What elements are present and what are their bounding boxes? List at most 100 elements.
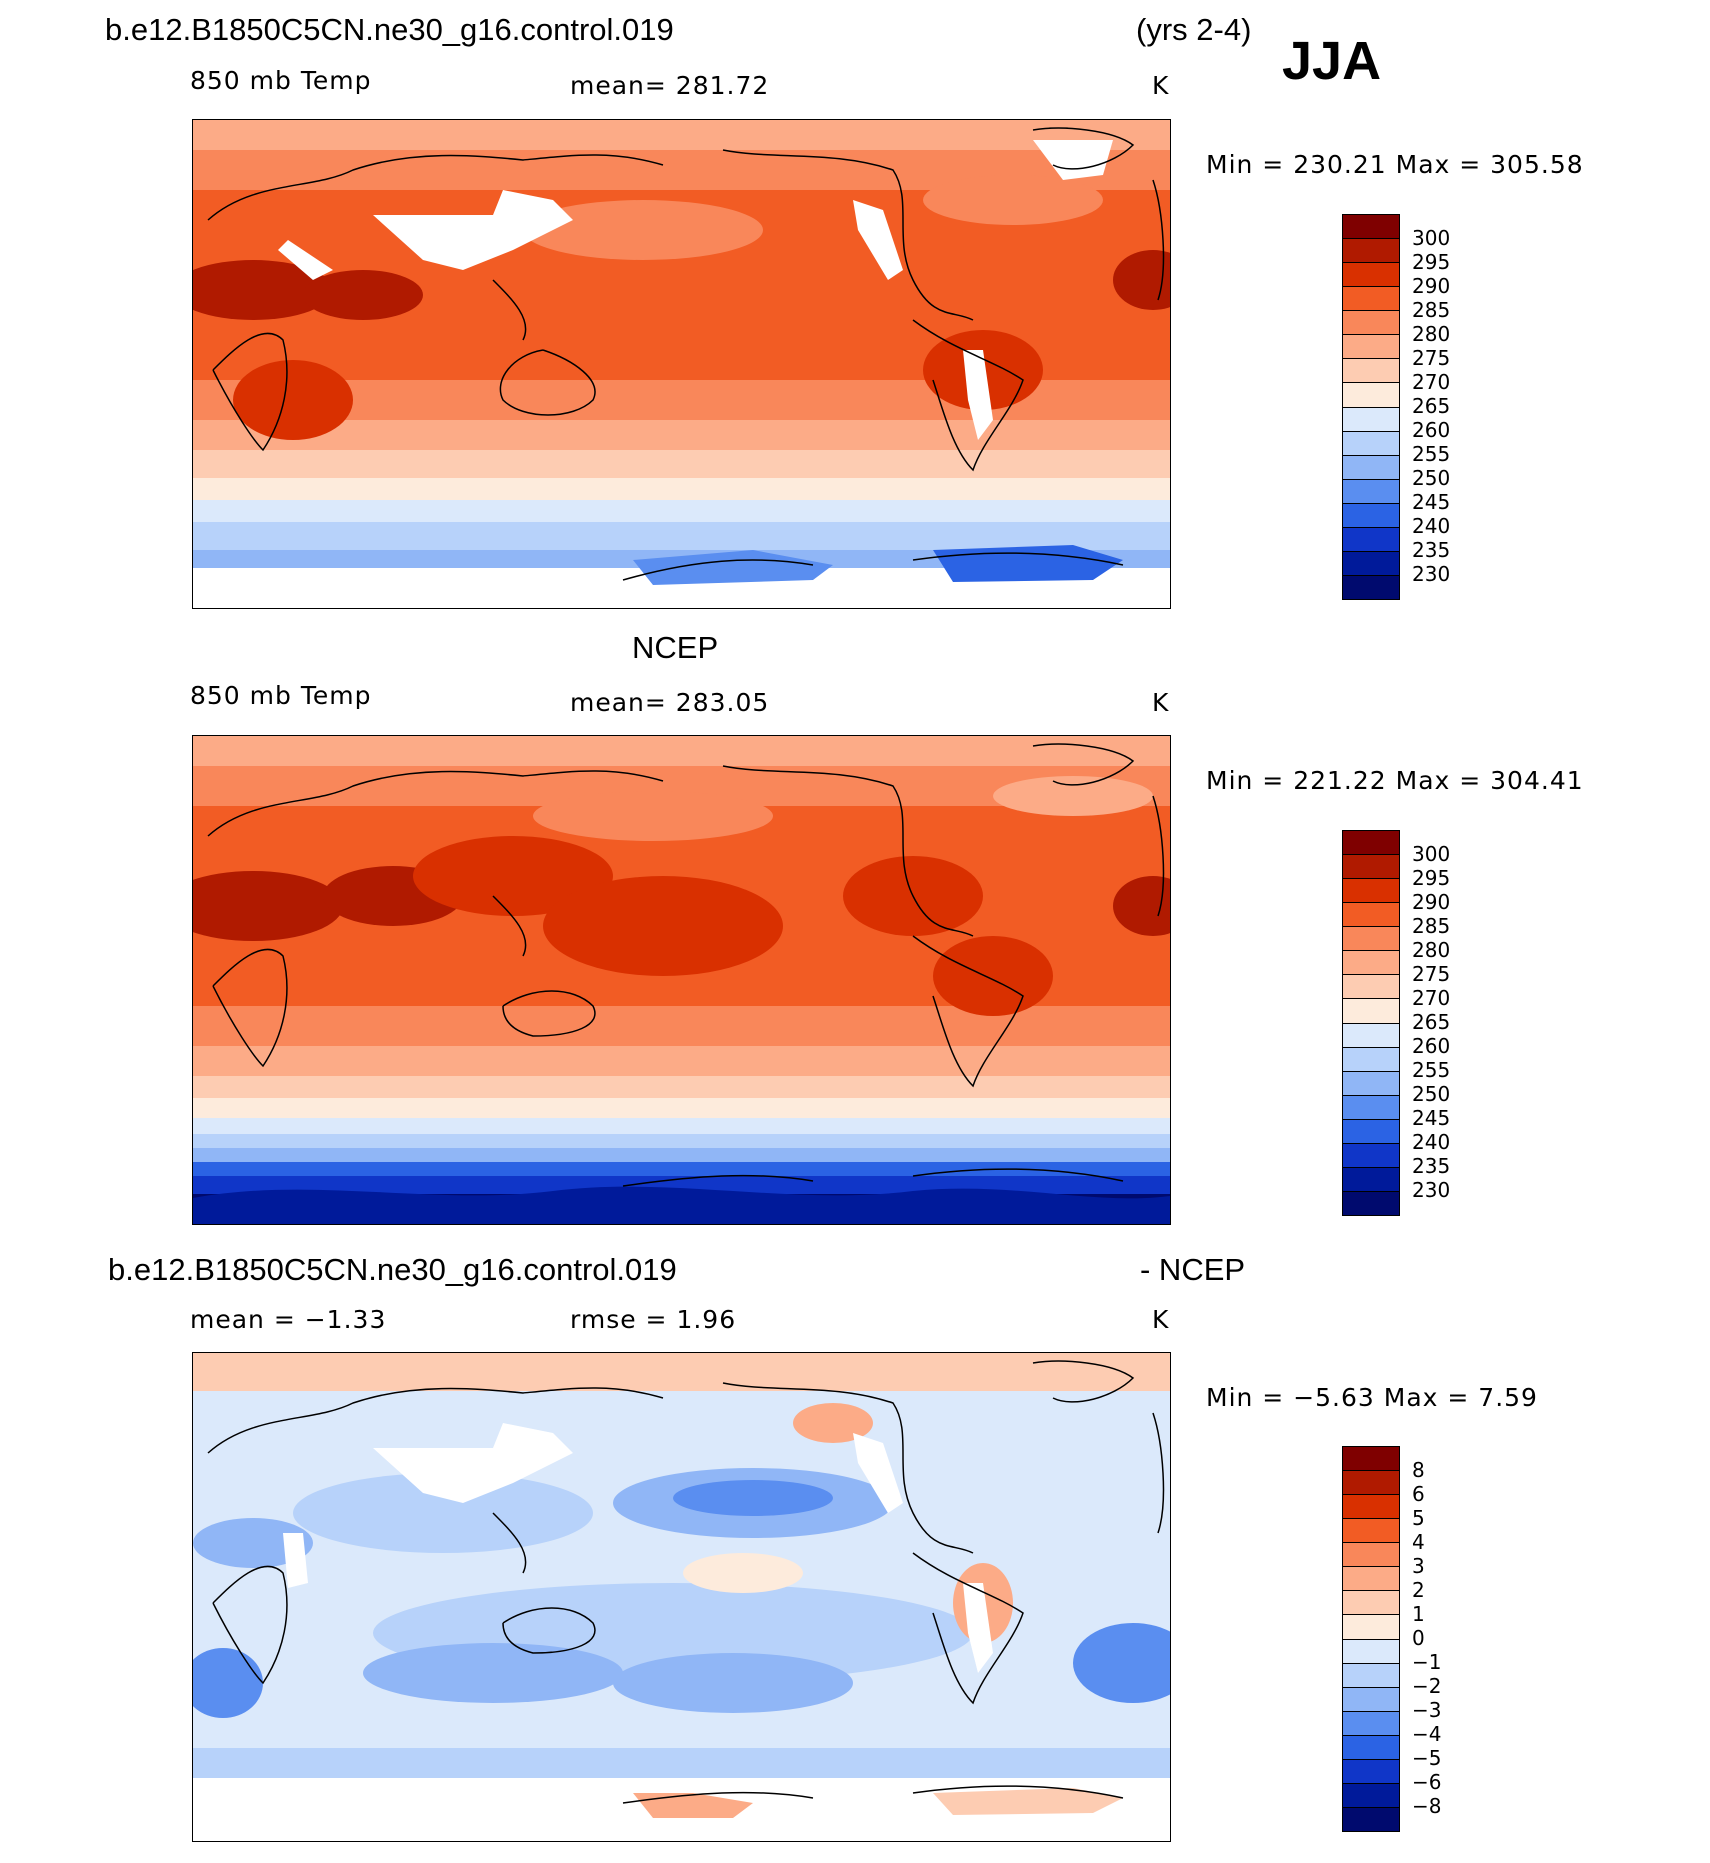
colorbar-label: 280 [1412,322,1451,346]
colorbar-swatch [1343,1095,1399,1120]
band [193,1046,1170,1076]
colorbar-label: 270 [1412,986,1451,1010]
panel3-map [192,1352,1171,1842]
colorbar-label: 240 [1412,1130,1451,1154]
colorbar-label: 5 [1412,1506,1425,1530]
panel3-title-right: - NCEP [1140,1252,1246,1287]
band [193,1006,1170,1046]
colorbar-swatch [1343,1615,1399,1640]
band [193,1118,1170,1134]
colorbar-label: −2 [1412,1674,1442,1698]
cool-patch [533,791,773,841]
band [193,420,1170,450]
coastlines [207,743,1165,1187]
colorbar-label: 2 [1412,1578,1425,1602]
panel3-rmse: rmse = 1.96 [570,1305,737,1334]
colorbar-swatch [1343,1119,1399,1144]
panel2-map [192,735,1171,1225]
warm-patch [233,360,353,440]
colorbar-swatch [1343,503,1399,528]
panel1-minmax: Min = 230.21 Max = 305.58 [1206,150,1584,179]
colorbar-swatch [1343,1759,1399,1784]
band [193,1176,1170,1194]
colorbar-swatch [1343,1687,1399,1712]
colorbar-swatch [1343,1543,1399,1568]
warm-patch [413,836,613,916]
band [193,478,1170,500]
missing-data [1033,140,1113,180]
colorbar-swatch [1343,1167,1399,1192]
colorbar-label: 235 [1412,538,1451,562]
panel1-mean: mean= 281.72 [570,71,770,100]
colorbar-label: −6 [1412,1770,1442,1794]
colorbar-label: 245 [1412,490,1451,514]
colorbar-label: 275 [1412,962,1451,986]
colorbar-swatch [1343,575,1399,599]
coastlines [207,127,1165,581]
coastlines [207,1360,1165,1804]
missing-data [283,1533,308,1588]
colorbar-swatch [1343,975,1399,1000]
neg-patch [193,1648,263,1718]
colorbar-swatch [1343,927,1399,952]
colorbar-label: 285 [1412,914,1451,938]
colorbar-label: 250 [1412,1082,1451,1106]
years-label: (yrs 2-4) [1136,12,1252,47]
band [193,1748,1170,1778]
panel1-map-svg [193,120,1170,608]
colorbar-swatch [1343,879,1399,904]
colorbar-label: 240 [1412,514,1451,538]
colorbar-label: 280 [1412,938,1451,962]
colorbar-label: 295 [1412,866,1451,890]
missing-data [963,1583,993,1673]
pos-patch [683,1553,803,1593]
colorbar-swatch [1343,1519,1399,1544]
colorbar-swatch [1343,951,1399,976]
colorbar-swatch [1343,903,1399,928]
colorbar-label: 265 [1412,394,1451,418]
colorbar-swatch [1343,551,1399,576]
colorbar-swatch [1343,1807,1399,1831]
colorbar-label: 290 [1412,274,1451,298]
neg-patch [673,1480,833,1516]
colorbar-swatch [1343,855,1399,880]
antarctic-cold [633,550,833,585]
band [193,736,1170,766]
hot-spot [1113,876,1170,936]
colorbar-swatch [1343,1071,1399,1096]
colorbar-swatch [1343,1639,1399,1664]
hot-spot [1113,250,1170,310]
antarctic-cold [193,1186,1170,1224]
cool-patch [993,776,1153,816]
panel2-map-svg [193,736,1170,1224]
colorbar-label: 3 [1412,1554,1425,1578]
colorbar-swatch [1343,1711,1399,1736]
missing-data [853,1433,903,1513]
hot-spot [303,270,423,320]
panel3-map-svg [193,1353,1170,1841]
hot-spot [193,260,333,320]
colorbar-label: 300 [1412,842,1451,866]
colorbar-swatch [1343,831,1399,856]
colorbar-swatch [1343,287,1399,312]
colorbar-swatch [1343,1023,1399,1048]
panel3-mean: mean = −1.33 [190,1305,387,1334]
band [193,1134,1170,1148]
panel1-colorbar [1342,214,1400,600]
colorbar-label: 290 [1412,890,1451,914]
colorbar-label: 6 [1412,1482,1425,1506]
panel2-variable: 850 mb Temp [190,681,372,710]
missing-data [963,350,993,440]
panel2-units: K [1152,688,1170,717]
colorbar-label: −4 [1412,1722,1442,1746]
colorbar-swatch [1343,1783,1399,1808]
colorbar-label: 260 [1412,418,1451,442]
colorbar-label: 230 [1412,1178,1451,1202]
colorbar-label: 265 [1412,1010,1451,1034]
colorbar-label: −1 [1412,1650,1442,1674]
colorbar-label: 4 [1412,1530,1425,1554]
colorbar-swatch [1343,407,1399,432]
missing-data [278,240,333,280]
colorbar-label: 0 [1412,1626,1425,1650]
cool-patch [523,200,763,260]
